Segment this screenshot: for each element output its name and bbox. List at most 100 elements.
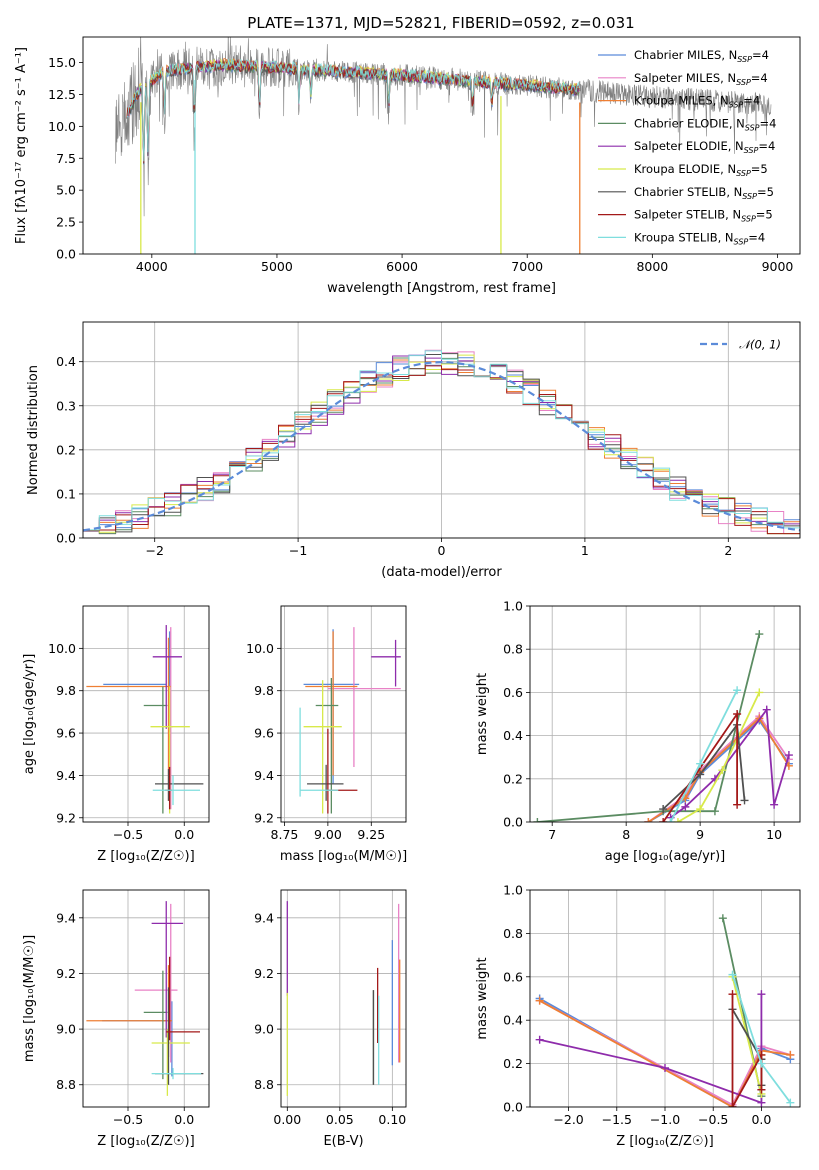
errorbar-point-9 bbox=[151, 1068, 202, 1080]
age-vs-mass-plot-area bbox=[281, 606, 406, 822]
age-vs-Z-plot-area bbox=[83, 606, 209, 822]
legend-label: Kroupa MILES, NSSP=4 bbox=[634, 94, 760, 110]
y-tick-label: 0.6 bbox=[503, 685, 523, 700]
errorbar-point-2 bbox=[327, 627, 401, 767]
legend-label: Salpeter MILES, NSSP=4 bbox=[634, 71, 768, 87]
errorbar-point-6 bbox=[151, 1029, 190, 1096]
y-axis-label: mass weight bbox=[475, 673, 490, 755]
x-tick-label: 0.0 bbox=[174, 827, 194, 842]
x-tick-label: −1.5 bbox=[602, 1112, 632, 1127]
y-tick-label: 1.0 bbox=[503, 599, 523, 614]
weight-marker bbox=[718, 766, 727, 775]
y-tick-label: 0.3 bbox=[56, 398, 76, 413]
model-spectrum-9 bbox=[126, 58, 580, 162]
weight-marker bbox=[757, 990, 766, 999]
weight-marker bbox=[757, 1059, 766, 1068]
y-tick-label: 10.0 bbox=[246, 641, 274, 656]
y-tick-label: 0.2 bbox=[503, 771, 523, 786]
x-tick-label: −0.5 bbox=[113, 827, 143, 842]
massweight-vs-age-plot-area bbox=[530, 606, 800, 822]
y-axis-label: Flux [fλ10⁻¹⁷ erg cm⁻² s⁻¹ A⁻¹] bbox=[14, 47, 29, 244]
weight-marker bbox=[733, 686, 742, 695]
weight-marker bbox=[728, 1103, 737, 1107]
y-tick-label: 9.6 bbox=[254, 726, 274, 741]
y-tick-label: 10.0 bbox=[48, 641, 76, 656]
y-tick-label: 0.0 bbox=[56, 531, 76, 546]
x-axis-label: wavelength [Angstrom, rest frame] bbox=[327, 281, 556, 296]
x-axis-label: mass [log₁₀(M/M☉)] bbox=[280, 849, 407, 864]
y-tick-label: 8.8 bbox=[56, 1077, 76, 1092]
errorbar-point-4 bbox=[315, 678, 339, 814]
x-axis-label: Z [log₁₀(Z/Z☉)] bbox=[616, 1134, 713, 1149]
legend-label: Salpeter ELODIE, NSSP=4 bbox=[634, 139, 775, 155]
x-tick-label: 9.00 bbox=[314, 827, 342, 842]
errorbar-point-8 bbox=[166, 956, 200, 1041]
legend-label: 𝒩(0, 1) bbox=[739, 338, 781, 352]
errorbar-point-9 bbox=[299, 707, 339, 797]
weight-marker bbox=[696, 770, 705, 779]
massweight-vs-Z-panel: −2.0 −1.5 −1.0 −0.5 0.0 0.0 0.2 0.4 0.6 0.8 1.0 Z [… bbox=[475, 883, 801, 1149]
axes-frame bbox=[82, 889, 210, 1108]
age-vs-mass-panel: 8.75 9.00 9.25 9.2 9.4 9.6 9.8 10.0 mass [log₁₀(… bbox=[246, 605, 407, 864]
weight-marker bbox=[535, 996, 544, 1005]
mass-vs-ebv-panel: 0.00 0.05 0.10 8.8 9.0 9.2 9.4 E(B-V) bbox=[254, 889, 407, 1149]
legend-label: Chabrier ELODIE, NSSP=4 bbox=[634, 116, 776, 132]
weight-marker bbox=[728, 990, 737, 999]
y-tick-label: 9.4 bbox=[56, 910, 76, 925]
normal-reference-curve bbox=[83, 360, 800, 532]
weight-marker bbox=[755, 630, 764, 639]
y-tick-label: 0.0 bbox=[503, 815, 523, 830]
y-tick-label: 0.4 bbox=[56, 354, 76, 369]
y-tick-label: 0.8 bbox=[503, 642, 523, 657]
y-tick-label: 0.2 bbox=[56, 442, 76, 457]
weight-marker bbox=[696, 805, 705, 814]
weight-marker bbox=[533, 818, 542, 822]
axes-frame bbox=[529, 889, 801, 1108]
axes-frame bbox=[280, 605, 407, 823]
y-tick-label: 7.5 bbox=[56, 151, 76, 166]
y-axis-label: mass [log₁₀(M/M☉)] bbox=[22, 935, 37, 1062]
x-tick-label: 8.75 bbox=[271, 827, 299, 842]
y-tick-label: 9.4 bbox=[254, 768, 274, 783]
residuals-panel: −2 −1 0 1 2 0.0 0.1 0.2 0.3 0.4 (data-model)/error… bbox=[26, 321, 801, 580]
weight-marker bbox=[755, 688, 764, 697]
weight-marker bbox=[740, 796, 749, 805]
weight-marker bbox=[757, 1098, 766, 1107]
weight-marker bbox=[770, 800, 779, 809]
errorbar-point-2 bbox=[134, 903, 178, 1063]
x-tick-label: 0.0 bbox=[174, 1112, 194, 1127]
x-tick-label: 0.0 bbox=[751, 1112, 771, 1127]
weight-series-2 bbox=[539, 999, 791, 1107]
weight-marker bbox=[696, 759, 705, 768]
axes-frame bbox=[82, 321, 801, 539]
weight-marker bbox=[666, 818, 675, 822]
y-axis-label: mass weight bbox=[475, 957, 490, 1039]
y-tick-label: 9.8 bbox=[254, 683, 274, 698]
weight-series-6 bbox=[677, 692, 761, 822]
y-tick-label: 9.2 bbox=[56, 810, 76, 825]
y-tick-label: 0.1 bbox=[56, 486, 76, 501]
x-tick-label: 7000 bbox=[511, 259, 543, 274]
axes-frame bbox=[280, 889, 407, 1108]
legend-label: Salpeter STELIB, NSSP=5 bbox=[634, 208, 773, 224]
legend-label: Kroupa STELIB, NSSP=4 bbox=[634, 230, 765, 246]
spectrum-legend: Chabrier MILES, NSSP=4 Salpeter MILES, NS… bbox=[598, 48, 776, 246]
y-tick-label: 12.5 bbox=[48, 87, 76, 102]
x-axis-label: Z [log₁₀(Z/Z☉)] bbox=[97, 1134, 194, 1149]
x-tick-label: 0.10 bbox=[378, 1112, 406, 1127]
axes-frame bbox=[529, 605, 801, 823]
errorbar-point-5 bbox=[151, 901, 184, 1038]
y-axis-label: age [log₁₀(age/yr)] bbox=[22, 654, 37, 775]
x-tick-label: 10 bbox=[766, 827, 782, 842]
x-tick-label: 9.25 bbox=[357, 827, 385, 842]
mass-vs-Z-panel: −0.5 0.0 8.8 9.0 9.2 9.4 Z [log₁₀(Z/Z☉)] mass [… bbox=[22, 889, 210, 1149]
y-tick-label: 9.0 bbox=[56, 1022, 76, 1037]
y-tick-label: 5.0 bbox=[56, 183, 76, 198]
weight-series-3 bbox=[539, 999, 791, 1107]
y-tick-label: 9.4 bbox=[254, 910, 274, 925]
x-axis-label: (data-model)/error bbox=[381, 565, 502, 580]
figure-title: PLATE=1371, MJD=52821, FIBERID=0592, z=0… bbox=[247, 14, 634, 32]
spectrum-plot-area bbox=[115, 37, 772, 254]
y-tick-label: 9.2 bbox=[254, 966, 274, 981]
weight-marker bbox=[762, 705, 771, 714]
